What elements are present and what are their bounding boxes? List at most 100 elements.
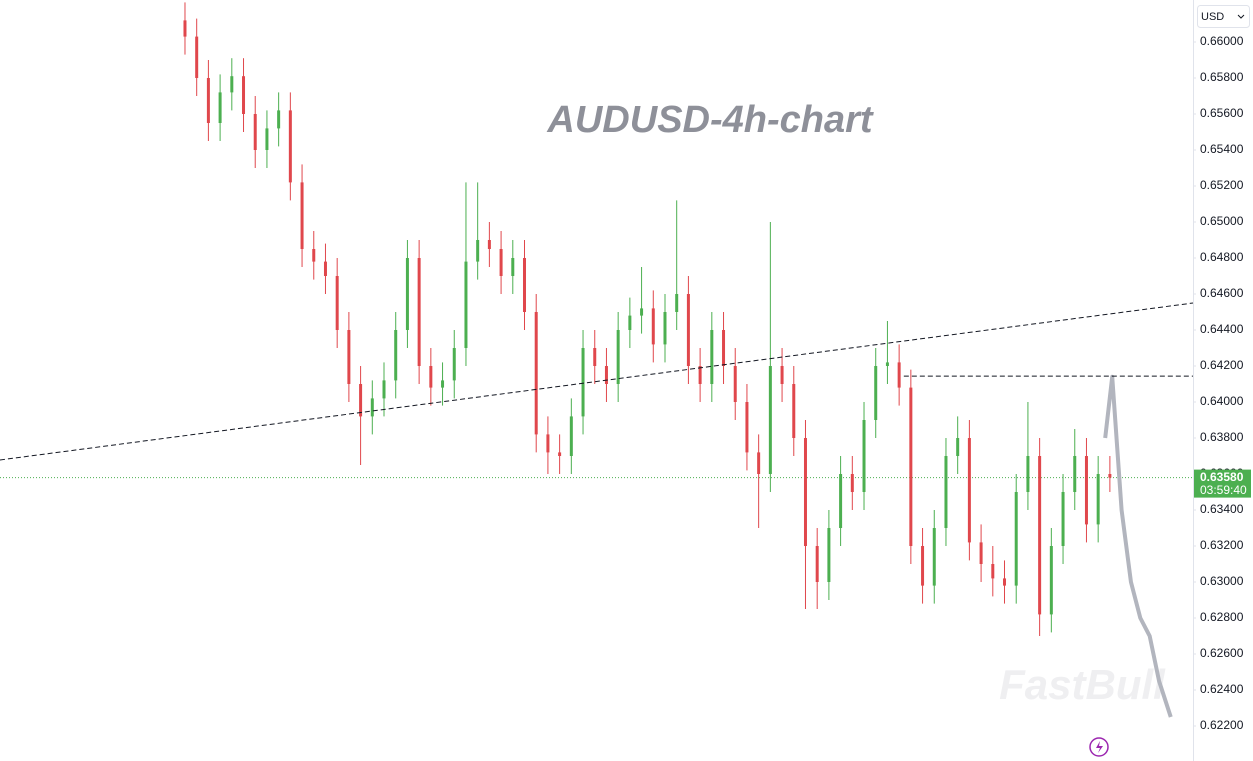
y-tick-label: 0.65400 <box>1200 142 1244 156</box>
candle-body <box>441 380 445 388</box>
candle-body <box>195 36 199 78</box>
countdown: 03:59:40 <box>1200 483 1247 497</box>
candle-body <box>347 330 351 385</box>
y-tick-label: 0.65000 <box>1200 214 1244 228</box>
candle-body <box>640 308 644 316</box>
candle-body <box>698 366 702 385</box>
y-tick-label: 0.64800 <box>1200 250 1244 264</box>
candle-body <box>230 76 234 93</box>
candle-body <box>815 546 819 583</box>
candle-body <box>382 380 386 399</box>
candle-body <box>921 546 925 586</box>
candle-body <box>359 384 363 417</box>
candle-body <box>663 311 667 345</box>
candle-body <box>464 261 468 349</box>
candle-body <box>300 182 304 249</box>
candle-body <box>675 293 679 312</box>
candle-body <box>651 308 655 345</box>
candle-body <box>628 315 632 331</box>
candle-body <box>1003 578 1007 586</box>
trendline <box>0 302 1194 461</box>
projection-line <box>1103 374 1173 718</box>
icon-bolt <box>1096 741 1103 753</box>
candle-body <box>183 20 187 37</box>
candle-body <box>593 348 597 367</box>
candle-body <box>1084 456 1088 525</box>
last-price-box <box>1194 469 1251 498</box>
candle-body <box>429 366 433 388</box>
candle-body <box>897 362 901 388</box>
y-tick-label: 0.64600 <box>1200 286 1244 300</box>
candle-body <box>511 257 515 276</box>
y-tick-label: 0.65200 <box>1200 178 1244 192</box>
y-tick-label: 0.64200 <box>1200 358 1244 372</box>
candle-body <box>1073 456 1077 493</box>
y-tick-label: 0.62800 <box>1200 610 1244 624</box>
candle-body <box>1049 546 1053 615</box>
candle-body <box>335 275 339 331</box>
candle-body <box>1108 474 1112 478</box>
candle-body <box>827 528 831 583</box>
currency-label[interactable]: USD <box>1201 11 1224 23</box>
candles <box>183 2 1112 637</box>
candle-body <box>874 366 878 421</box>
candle-body <box>394 330 398 381</box>
y-tick-label: 0.64000 <box>1200 394 1244 408</box>
watermark: FastBull <box>999 661 1166 708</box>
chart-title: AUDUSD-4h-chart <box>546 99 873 141</box>
candle-body <box>312 248 316 262</box>
candle-body <box>522 257 526 312</box>
candle-body <box>932 528 936 586</box>
currency-selector[interactable] <box>1197 5 1250 28</box>
candle-body <box>417 257 421 367</box>
candle-body <box>1014 492 1018 586</box>
candle-body <box>757 452 761 475</box>
candle-body <box>885 362 889 367</box>
candle-body <box>1038 456 1042 615</box>
candle-body <box>768 366 772 475</box>
candle-body <box>265 128 269 150</box>
candle-body <box>991 564 995 579</box>
candle-body <box>780 366 784 385</box>
candle-body <box>803 438 807 547</box>
candle-body <box>686 293 690 367</box>
candle-body <box>558 452 562 457</box>
y-tick-label: 0.66000 <box>1200 34 1244 48</box>
candle-body <box>909 387 913 547</box>
candle-body <box>546 434 550 453</box>
candle-body <box>979 542 983 565</box>
candle-body <box>944 456 948 529</box>
candle-body <box>253 113 257 150</box>
candle-body <box>862 420 866 493</box>
candle-body <box>569 416 573 457</box>
dropdown-arrow <box>1237 14 1245 19</box>
candle-body <box>710 330 714 385</box>
candle-body <box>792 384 796 439</box>
last-price-label: 0.63580 <box>1200 470 1244 484</box>
candle-body <box>839 474 843 529</box>
candle-body <box>405 257 409 331</box>
lightning-icon[interactable] <box>1089 737 1109 757</box>
y-tick-label: 0.62200 <box>1200 718 1244 732</box>
candle-body <box>1061 492 1065 547</box>
y-tick-label: 0.65800 <box>1200 70 1244 84</box>
candle-body <box>476 239 480 262</box>
candle-body <box>967 438 971 543</box>
candle-body <box>370 398 374 417</box>
y-tick-label: 0.63000 <box>1200 574 1244 588</box>
candle-body <box>616 330 620 385</box>
y-tick-label: 0.63200 <box>1200 538 1244 552</box>
y-tick-label: 0.63800 <box>1200 430 1244 444</box>
candle-body <box>206 77 210 123</box>
candle-body <box>745 402 749 453</box>
candle-body <box>1096 474 1100 525</box>
candle-body <box>487 239 491 249</box>
candle-body <box>499 248 503 276</box>
y-tick-label: 0.62600 <box>1200 646 1244 660</box>
candle-body <box>733 366 737 403</box>
y-tick-label: 0.62400 <box>1200 682 1244 696</box>
candle-body <box>1026 456 1030 493</box>
candle-body <box>218 92 222 123</box>
candle-body <box>452 348 456 381</box>
